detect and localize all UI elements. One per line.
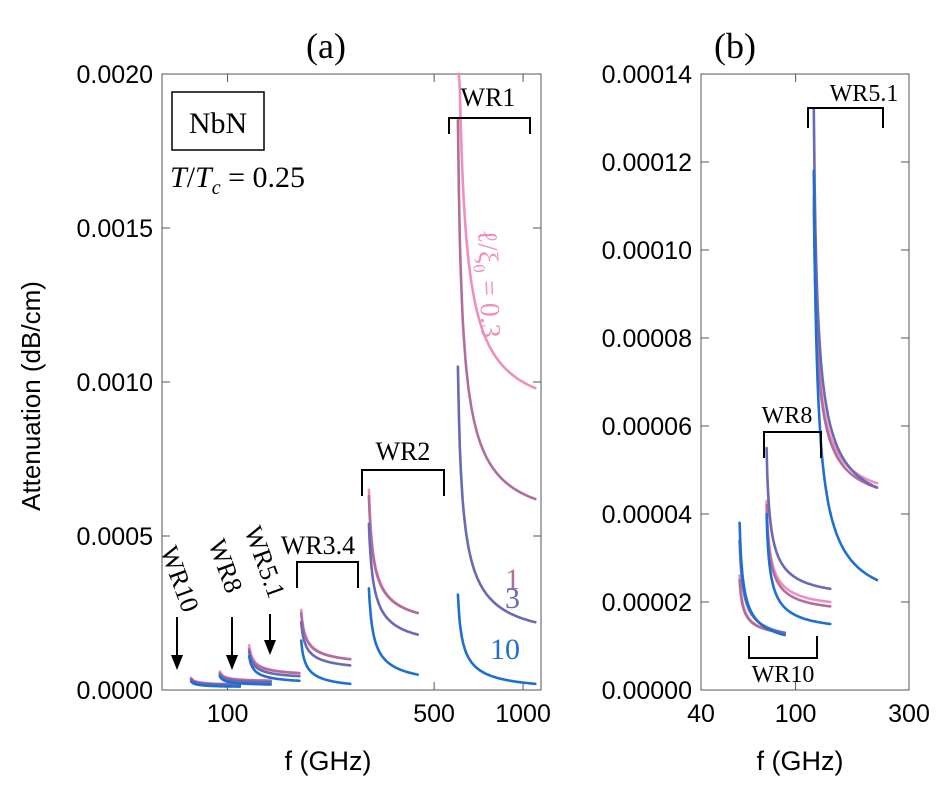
bracket-b-wr51-line [807, 107, 884, 128]
curve-a-WR1-03 [456, 72, 537, 390]
bracket-wr1: WR1 [448, 83, 531, 134]
temp-sub: c [212, 177, 221, 199]
curve-b-WR51-10 [812, 169, 879, 582]
curves-a [189, 72, 537, 688]
curve-a-WR2-10 [367, 587, 420, 676]
curves-b [738, 107, 879, 637]
bracket-wr1-label: WR1 [461, 83, 516, 112]
y-axis-label: Attenuation (dB/cm) [16, 281, 46, 511]
temp-eq: = 0.25 [221, 161, 305, 194]
y-tick-label-b-0: 0.00000 [602, 677, 692, 705]
temp-t: T [170, 161, 189, 194]
bracket-b-wr8: WR8 [762, 403, 822, 458]
curve-a-WR34-10 [299, 639, 352, 686]
curve-a-WR10-3 [189, 677, 242, 687]
curve-b-WR51-3 [812, 107, 879, 489]
y-tick-label-b-1: 0.00002 [602, 589, 692, 617]
y-tick-label-b-4: 0.00008 [602, 325, 692, 353]
x-tick-label-a-2: 1000 [495, 700, 551, 728]
curve-a-WR2-1 [367, 494, 420, 615]
curve-a-WR2-3 [367, 522, 420, 636]
arrow-wr51-head [264, 640, 276, 655]
arrow-wr8-head [226, 655, 238, 670]
curve-a-WR8-3 [218, 673, 273, 684]
bracket-wr2: WR2 [361, 437, 445, 496]
curve-a-WR34-1 [299, 611, 352, 661]
x-tick-label-a-0: 100 [207, 700, 249, 728]
x-axis-label-b: f (GHz) [757, 746, 844, 776]
bracket-wr34-line [296, 561, 359, 588]
y-tick-label-b-6: 0.00012 [602, 149, 692, 177]
curve-a-WR10-10 [189, 680, 242, 688]
x-tick-label-b-0: 40 [687, 700, 715, 728]
curve-a-WR8-1 [218, 671, 273, 683]
bracket-b-wr10: WR10 [748, 636, 818, 688]
panel-b-label: (b) [714, 26, 756, 66]
bracket-wr2-label: WR2 [376, 437, 431, 466]
y-tick-label-b-2: 0.00004 [602, 501, 692, 529]
x-tick-label-b-2: 300 [888, 700, 930, 728]
y-tick-label-b-5: 0.00010 [602, 237, 692, 265]
ticks-a: 0.0000 0.0005 0.0010 0.0015 0.0020 100 500 1000 [77, 61, 551, 728]
bracket-b-wr10-line [748, 636, 818, 659]
y-tick-label-a-2: 0.0010 [77, 369, 153, 397]
temp-tc: T [195, 161, 214, 194]
bracket-wr1-line [448, 117, 531, 134]
ticks-b: 0.00000 0.00002 0.00004 0.00006 0.00008 0.000… [602, 61, 930, 728]
curve-b-WR51-03 [812, 195, 879, 485]
panel-a-label: (a) [306, 26, 346, 66]
series-label-1: 1 [505, 563, 520, 596]
temp-slash: / [187, 161, 196, 194]
curve-b-WR8-1 [765, 503, 832, 608]
curve-a-WR51-1 [247, 647, 301, 675]
curve-b-WR8-10 [765, 512, 832, 626]
curve-b-WR8-3 [765, 446, 832, 591]
label-wr8: WR8 [202, 535, 248, 596]
curve-b-WR8-03 [765, 499, 832, 604]
bracket-b-wr8-line [763, 431, 822, 458]
y-tick-label-a-1: 0.0005 [77, 523, 153, 551]
y-tick-label-b-3: 0.00006 [602, 413, 692, 441]
plot-frame-a [161, 73, 542, 691]
curve-a-WR1-3 [456, 365, 537, 624]
plot-frame-b [700, 73, 910, 691]
arrow-wr8 [226, 617, 238, 670]
arrow-wr10-head [171, 655, 183, 670]
bracket-wr2-line [361, 469, 445, 496]
material-box [171, 91, 265, 151]
temperature-label: T/Tc = 0.25 [170, 161, 305, 199]
series-label-3: 3 [505, 582, 520, 615]
series-label-10: 10 [490, 633, 520, 666]
material-label: NbN [189, 107, 247, 140]
curve-a-WR51-3 [247, 650, 301, 678]
y-tick-label-a-4: 0.0020 [77, 61, 153, 89]
x-tick-label-b-1: 100 [775, 700, 817, 728]
curve-a-WR34-3 [299, 620, 352, 667]
arrow-wr51 [264, 614, 276, 655]
curve-a-WR1-10 [456, 593, 537, 686]
bracket-b-wr51: WR5.1 [807, 81, 899, 128]
series-label-03: ℓ/ξ₀ = 0.3 [471, 229, 506, 338]
y-tick-label-a-0: 0.0000 [77, 677, 153, 705]
curve-a-WR51-10 [247, 654, 301, 683]
bracket-wr34: WR3.4 [281, 531, 359, 588]
bracket-b-wr51-label: WR5.1 [830, 81, 899, 107]
bracket-wr34-label: WR3.4 [281, 531, 355, 560]
x-tick-label-a-1: 500 [413, 700, 455, 728]
curve-a-WR8-10 [218, 674, 273, 686]
x-axis-label-a: f (GHz) [285, 746, 372, 776]
bracket-b-wr10-label: WR10 [752, 662, 815, 688]
curve-b-WR10-10 [738, 521, 787, 637]
curve-b-WR51-1 [812, 204, 879, 489]
y-tick-label-b-7: 0.00014 [602, 61, 692, 89]
y-tick-label-a-3: 0.0015 [77, 215, 153, 243]
curve-a-WR1-1 [456, 118, 537, 501]
arrow-wr10 [171, 617, 183, 670]
bracket-b-wr8-label: WR8 [762, 403, 813, 429]
